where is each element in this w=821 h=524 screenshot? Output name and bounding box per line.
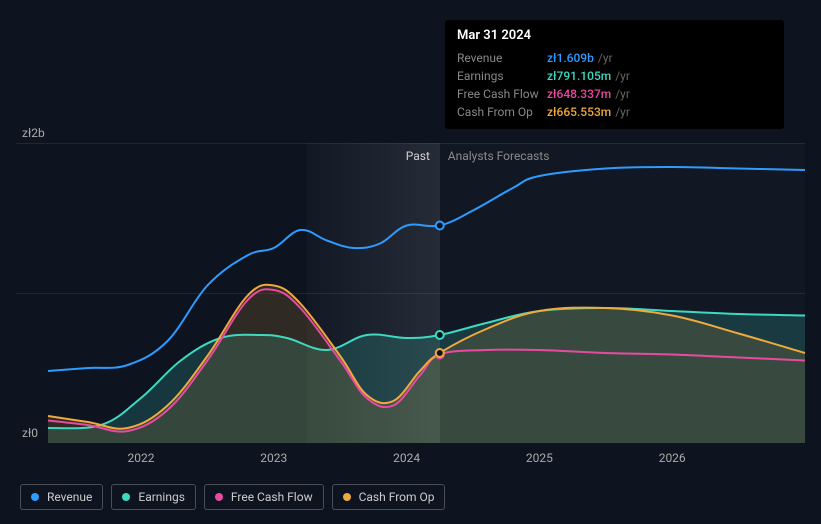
legend-swatch bbox=[31, 493, 39, 501]
tooltip-row-value: zł1.609b bbox=[547, 51, 594, 65]
series-marker bbox=[436, 331, 444, 339]
x-axis-label: 2025 bbox=[526, 451, 553, 465]
tooltip-row: Cash From Opzł665.553m/yr bbox=[457, 103, 772, 121]
tooltip-row-value: zł648.337m bbox=[547, 87, 611, 101]
legend-label: Cash From Op bbox=[359, 490, 435, 504]
legend-swatch bbox=[215, 493, 223, 501]
tooltip-row-value: zł665.553m bbox=[547, 105, 611, 119]
legend-label: Earnings bbox=[138, 490, 185, 504]
x-axis-label: 2026 bbox=[659, 451, 686, 465]
chart-container: Mar 31 2024 Revenuezł1.609b/yrEarningszł… bbox=[0, 0, 821, 524]
tooltip-panel: Mar 31 2024 Revenuezł1.609b/yrEarningszł… bbox=[445, 20, 784, 129]
legend-item[interactable]: Free Cash Flow bbox=[204, 484, 324, 510]
tooltip-row-label: Revenue bbox=[457, 51, 547, 65]
legend-label: Free Cash Flow bbox=[231, 490, 313, 504]
tooltip-row-unit: /yr bbox=[615, 69, 630, 83]
tooltip-row: Free Cash Flowzł648.337m/yr bbox=[457, 85, 772, 103]
tooltip-row: Earningszł791.105m/yr bbox=[457, 67, 772, 85]
tooltip-date: Mar 31 2024 bbox=[457, 28, 772, 43]
legend-swatch bbox=[122, 493, 130, 501]
legend-item[interactable]: Revenue bbox=[20, 484, 103, 510]
x-axis-label: 2022 bbox=[127, 451, 154, 465]
tooltip-row-label: Cash From Op bbox=[457, 105, 547, 119]
x-axis-label: 2024 bbox=[393, 451, 420, 465]
legend: Revenue Earnings Free Cash Flow Cash From O… bbox=[20, 484, 445, 510]
tooltip-row-unit: /yr bbox=[615, 87, 630, 101]
tooltip-row-value: zł791.105m bbox=[547, 69, 611, 83]
legend-item[interactable]: Earnings bbox=[111, 484, 196, 510]
series-marker bbox=[436, 222, 444, 230]
legend-swatch bbox=[343, 493, 351, 501]
tooltip-row-label: Earnings bbox=[457, 69, 547, 83]
x-axis-label: 2023 bbox=[260, 451, 287, 465]
tooltip-row-label: Free Cash Flow bbox=[457, 87, 547, 101]
tooltip-row-unit: /yr bbox=[598, 51, 613, 65]
tooltip-row-unit: /yr bbox=[615, 105, 630, 119]
legend-label: Revenue bbox=[47, 490, 92, 504]
tooltip-row: Revenuezł1.609b/yr bbox=[457, 49, 772, 67]
series-marker bbox=[436, 349, 444, 357]
legend-item[interactable]: Cash From Op bbox=[332, 484, 446, 510]
